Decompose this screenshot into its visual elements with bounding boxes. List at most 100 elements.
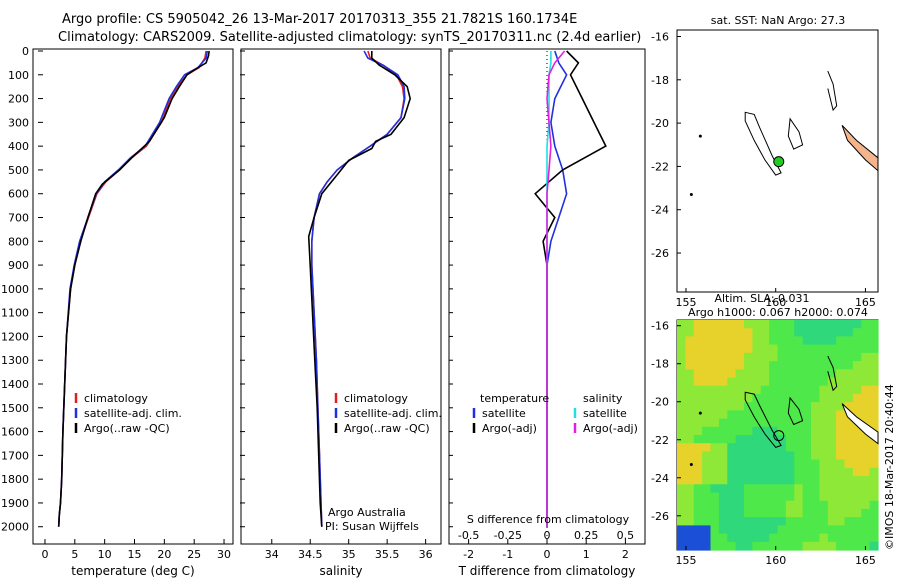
sla-cell: [718, 344, 728, 354]
sla-cell: [869, 476, 879, 485]
sla-cell: [693, 451, 703, 461]
sla-cell: [852, 508, 862, 518]
difference-xlabel-top: S difference from climatology: [467, 513, 630, 526]
x-tick-label: 34.5: [298, 548, 323, 561]
sla-cell: [861, 484, 871, 494]
sla-cell: [827, 476, 837, 485]
sla-cell: [794, 377, 804, 387]
sla-cell: [702, 533, 712, 543]
sla-cell: [744, 541, 753, 551]
sla-cell: [677, 492, 686, 502]
sla-cell: [735, 352, 745, 362]
sla-cell: [785, 361, 795, 370]
sla-cell: [777, 410, 787, 420]
sla-cell: [727, 484, 737, 494]
legend-label: satellite-adj. clim.: [84, 407, 182, 420]
sla-cell: [819, 467, 829, 477]
sla-cell: [760, 352, 770, 362]
sla-cell: [735, 467, 745, 477]
sla-cell: [677, 393, 686, 403]
sla-cell: [769, 443, 779, 452]
x-tick-label: 15: [128, 548, 142, 561]
sla-cell: [794, 541, 804, 551]
sla-cell: [693, 393, 703, 403]
sla-cell: [811, 393, 820, 403]
legend-label: Argo(..raw -QC): [84, 422, 170, 435]
sla-cell: [693, 443, 703, 452]
sla-cell: [861, 320, 871, 329]
sla-cell: [869, 418, 879, 428]
sla-cell: [811, 517, 820, 526]
sla-cell: [785, 328, 795, 337]
sla-cell: [869, 410, 879, 420]
sla-cell: [760, 476, 770, 485]
sla-cell: [785, 352, 795, 362]
depth-tick-label: 1900: [1, 497, 29, 510]
sla-cell: [710, 352, 720, 362]
sla-cell: [710, 451, 720, 461]
sla-cell: [735, 435, 745, 444]
sla-cell: [777, 320, 787, 329]
sla-cell: [718, 476, 728, 485]
depth-tick-label: 600: [8, 188, 29, 201]
sla-cell: [844, 361, 854, 370]
sla-cell: [735, 492, 745, 502]
sla-cell: [735, 459, 745, 469]
sla-cell: [769, 369, 779, 379]
sla-cell: [844, 525, 854, 535]
sla-cell: [794, 369, 804, 379]
pi-label: PI: Susan Wijffels: [325, 520, 419, 533]
sla-cell: [836, 320, 846, 329]
sla-cell: [702, 328, 712, 337]
sla-cell: [869, 320, 879, 329]
sla-cell: [760, 402, 770, 411]
sla-cell: [702, 476, 712, 485]
sla-cell: [727, 328, 737, 337]
reef-outline-north: [827, 70, 838, 112]
sla-cell: [819, 459, 829, 469]
sla-cell: [693, 541, 703, 551]
sla-cell: [794, 385, 804, 395]
sla-cell: [760, 492, 770, 502]
sla-cell: [718, 418, 728, 428]
sla-cell: [802, 435, 812, 444]
sla-cell: [819, 451, 829, 461]
sla-cell: [685, 517, 695, 526]
islet: [689, 193, 693, 197]
sla-cell: [794, 525, 804, 535]
sla-cell: [861, 385, 871, 395]
sla-cell: [802, 426, 812, 436]
sla-cell: [819, 344, 829, 354]
sla-cell: [844, 336, 854, 346]
sla-cell: [752, 361, 762, 370]
sla-cell: [777, 336, 787, 346]
salinity-panel: [240, 48, 442, 545]
sla-cell: [735, 426, 745, 436]
sla-cell: [777, 361, 787, 370]
sla-cell: [827, 533, 837, 543]
sla-cell: [785, 508, 795, 518]
sla-cell: [685, 451, 695, 461]
sla-cell: [727, 336, 737, 346]
sla-cell: [811, 492, 820, 502]
sla-cell: [710, 435, 720, 444]
sla-cell: [735, 385, 745, 395]
sla-cell: [727, 533, 737, 543]
sla-cell: [869, 369, 879, 379]
reef-outline: [787, 117, 804, 150]
sla-cell: [685, 500, 695, 510]
sla-cell: [677, 435, 686, 444]
sla-cell: [760, 525, 770, 535]
sla-cell: [718, 492, 728, 502]
sla-cell: [744, 369, 753, 379]
sla-cell: [752, 476, 762, 485]
sla-cell: [693, 508, 703, 518]
sla-cell: [785, 369, 795, 379]
sla-cell: [827, 320, 837, 329]
grande-terre-land: [841, 403, 879, 445]
sla-cell: [735, 443, 745, 452]
sla-cell: [819, 410, 829, 420]
sla-cell: [727, 369, 737, 379]
sla-cell: [836, 328, 846, 337]
sla-cell: [702, 361, 712, 370]
